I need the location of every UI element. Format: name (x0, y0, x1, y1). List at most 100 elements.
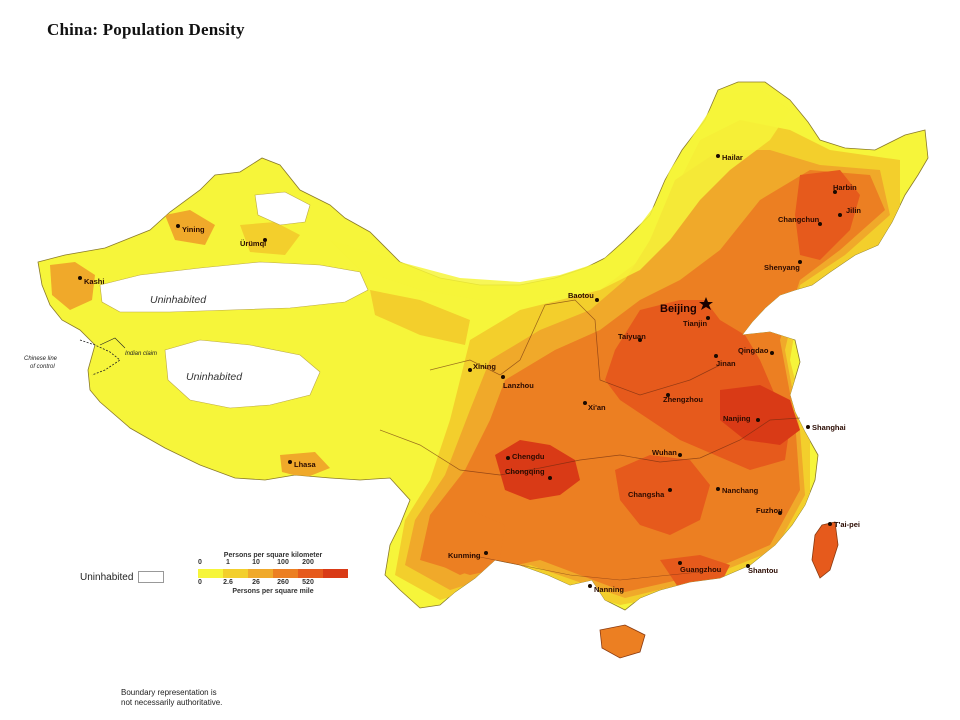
city-dot-baotou (595, 298, 599, 302)
density-zone-gansu (370, 290, 470, 345)
city-dot-qingdao (770, 351, 774, 355)
legend-swatch (273, 569, 298, 578)
uninhabited-tibet (164, 339, 321, 409)
city-label-harbin: Harbin (833, 183, 857, 192)
city-label-lhasa: Lhasa (294, 460, 317, 469)
uninhabited-tarim (99, 261, 369, 313)
legend-km-title: Persons per square kilometer (223, 552, 323, 559)
city-label-taiyuan: Taiyuan (618, 332, 646, 341)
uninhabited-key-label: Uninhabited (80, 571, 134, 583)
city-dot-zhengzhou (666, 393, 670, 397)
city-dot-shenyang (798, 260, 802, 264)
city-label-kashi: Kashi (84, 277, 104, 286)
legend-swatch (198, 569, 223, 578)
yellow-river (429, 299, 721, 396)
city-label-baotou: Baotou (568, 291, 594, 300)
density-zone-yining (165, 210, 215, 245)
city-dot-chongqing (548, 476, 552, 480)
city-label-hailar: Hailar (722, 153, 743, 162)
indian-claim-label: Indian claim (125, 351, 157, 357)
city-label-guangzhou: Guangzhou (680, 565, 722, 574)
city-label-tianjin: Tianjin (683, 319, 707, 328)
legend-km-value: 200 (302, 559, 314, 566)
city-dot-taipei (828, 522, 832, 526)
uninhabited-label-north: Uninhabited (150, 294, 207, 306)
legend-mile-title: Persons per square mile (232, 588, 314, 595)
city-label-jilin: Jilin (846, 206, 861, 215)
city-dot-nanchang (716, 487, 720, 491)
city-dot-changsha (668, 488, 672, 492)
density-zone-very-high-central (615, 455, 710, 535)
city-dot-xian (583, 401, 587, 405)
city-label-nanning: Nanning (594, 585, 624, 594)
city-dot-wuhan (678, 453, 682, 457)
city-dot-nanjing (756, 418, 760, 422)
city-dot-taiyuan (638, 338, 642, 342)
uninhabited-legend-key: Uninhabited (80, 571, 165, 583)
city-label-zhengzhou: Zhengzhou (663, 395, 703, 404)
city-dot-jilin (838, 213, 842, 217)
legend-mile-value: 0 (198, 579, 202, 586)
legend-swatch (298, 569, 323, 578)
city-dot-yining (176, 224, 180, 228)
density-zone-very-high-sichuan (495, 440, 580, 500)
uninhabited-label-south: Uninhabited (186, 371, 243, 383)
legend-swatch (248, 569, 273, 578)
uninhabited-dzungaria (254, 191, 311, 226)
city-label-chengdu: Chengdu (512, 452, 545, 461)
footnote-line-2: not necessarily authoritative. (121, 698, 223, 707)
legend-swatch (223, 569, 248, 578)
city-label-shanghai: Shanghai (812, 423, 846, 432)
line-of-control-label: of control (30, 364, 55, 370)
city-label-kunming: Kunming (448, 551, 481, 560)
city-dot-xining (468, 368, 472, 372)
capital-star-icon (699, 297, 713, 310)
city-dot-chengdu (506, 456, 510, 460)
city-label-changchun: Changchun (778, 215, 820, 224)
city-label-nanchang: Nanchang (722, 486, 759, 495)
density-zone-kashi (50, 262, 95, 310)
city-dot-fuzhou (778, 511, 782, 515)
city-label-taipei: T'ai-pei (834, 520, 860, 529)
legend-km-value: 10 (252, 559, 260, 566)
city-dot-hailar (716, 154, 720, 158)
city-label-wuhan: Wuhan (652, 448, 677, 457)
city-dot-tianjin (706, 316, 710, 320)
legend-mile-values: 0 2.6 26 260 520 (198, 579, 348, 588)
city-dot-shanghai (806, 425, 810, 429)
line-of-control (79, 339, 121, 376)
legend-km-value: 100 (277, 559, 289, 566)
city-label-yining: Yining (182, 225, 205, 234)
map-title: China: Population Density (47, 20, 245, 39)
city-label-qingdao: Qingdao (738, 346, 769, 355)
city-label-changsha: Changsha (628, 490, 665, 499)
city-label-lanzhou: Lanzhou (503, 381, 534, 390)
city-dot-shantou (746, 564, 750, 568)
legend-swatch (323, 569, 348, 578)
density-zones (50, 120, 900, 605)
footnote-line-1: Boundary representation is (121, 688, 217, 697)
hainan-island (599, 624, 646, 659)
density-zone-lhasa (280, 452, 330, 478)
city-label-fuzhou: Fuzhou (756, 506, 783, 515)
density-zone-very-high-delta (720, 385, 800, 445)
density-legend: Persons per square kilometer 0 1 10 100 … (198, 552, 348, 595)
density-zone-very-high-northeast (795, 170, 860, 260)
pearl-river (469, 554, 701, 581)
city-labels: Hailar Harbin Jilin Changchun Shenyang B… (84, 153, 861, 594)
city-dot-nanning (588, 584, 592, 588)
legend-mile-value: 260 (277, 579, 289, 586)
yangtze-river (379, 417, 801, 476)
city-dot-kashi (78, 276, 82, 280)
city-label-jinan: Jinan (716, 359, 736, 368)
city-markers (78, 154, 842, 588)
city-label-chongqing: Chongqing (505, 467, 545, 476)
city-dot-lanzhou (501, 375, 505, 379)
city-dot-lhasa (288, 460, 292, 464)
city-dot-guangzhou (678, 561, 682, 565)
city-label-shantou: Shantou (748, 566, 778, 575)
legend-color-scale (198, 569, 348, 578)
city-label-shenyang: Shenyang (764, 263, 800, 272)
city-dot-jinan (714, 354, 718, 358)
